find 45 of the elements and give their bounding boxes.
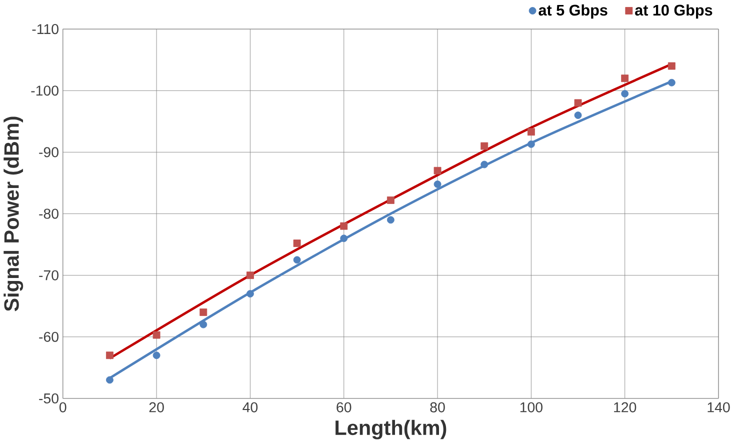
x-tick-label: 20	[149, 402, 164, 412]
point	[434, 166, 442, 174]
point	[200, 308, 208, 316]
x-tick-label: 0	[59, 402, 66, 412]
point	[574, 99, 582, 107]
y-axis-title: Signal Power (dBm)	[4, 116, 24, 312]
point	[386, 216, 394, 224]
x-axis-title: Length(km)	[336, 420, 446, 440]
y-tick-label: -80	[39, 208, 58, 219]
x-tick-label: 40	[242, 402, 258, 412]
point	[480, 142, 488, 150]
point	[152, 331, 160, 339]
x-tick-label: 100	[520, 402, 542, 412]
y-tick-label: -60	[39, 332, 58, 342]
x-tick-label: 60	[336, 402, 352, 412]
x-tick-label: 120	[614, 402, 636, 412]
legend-label: at 5 Gbps	[538, 4, 608, 19]
point	[434, 180, 442, 188]
point	[246, 272, 254, 280]
point	[152, 352, 160, 360]
point	[621, 90, 629, 98]
point	[246, 290, 254, 298]
point	[386, 196, 394, 204]
legend-label: at 10 Gbps	[635, 4, 712, 19]
y-tick-label: -90	[39, 147, 58, 158]
y-tick-label: -110	[32, 24, 58, 34]
point	[480, 160, 488, 168]
point	[527, 128, 535, 136]
point	[668, 78, 676, 86]
point	[106, 352, 114, 360]
point	[293, 256, 301, 264]
point	[668, 62, 676, 70]
y-tick-label: -70	[39, 270, 58, 280]
point	[621, 74, 629, 82]
y-tick-label: -50	[39, 393, 58, 404]
point	[340, 222, 348, 230]
point	[527, 140, 535, 148]
point	[574, 112, 582, 120]
point	[340, 234, 348, 242]
y-tick-label: -100	[31, 86, 58, 96]
point	[200, 320, 208, 328]
x-tick-label: 140	[708, 402, 730, 412]
x-tick-label: 80	[430, 402, 445, 412]
point	[293, 240, 301, 248]
point	[106, 376, 114, 384]
